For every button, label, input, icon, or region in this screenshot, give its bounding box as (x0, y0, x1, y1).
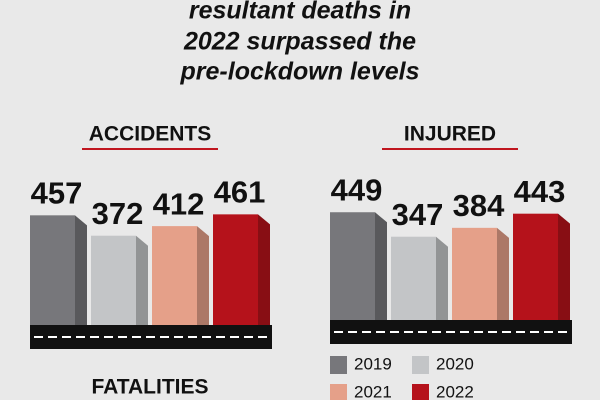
legend-label: 2021 (354, 382, 392, 400)
legend-swatch (330, 356, 347, 374)
bar-side (258, 214, 270, 325)
value-label: 412 (153, 186, 205, 221)
bar (152, 226, 197, 325)
bar (91, 235, 136, 325)
bar-side (497, 227, 509, 320)
legend-swatch (412, 384, 429, 400)
value-label: 449 (331, 172, 383, 207)
bar (513, 213, 558, 320)
value-label: 347 (392, 197, 444, 232)
value-label: 372 (92, 196, 144, 231)
legend-label: 2022 (436, 382, 474, 400)
value-label: 457 (31, 176, 83, 211)
bar-side (75, 215, 87, 325)
headline: 2022 surpassed the (183, 28, 416, 56)
value-label: 443 (514, 174, 566, 209)
headline: resultant deaths in (189, 0, 411, 25)
bar (30, 215, 75, 325)
chart-title: INJURED (404, 123, 496, 146)
bar (391, 236, 436, 320)
value-label: 384 (453, 188, 505, 223)
bar (330, 212, 375, 320)
legend-label: 2020 (436, 354, 474, 373)
bar-side (375, 212, 387, 320)
bar-side (436, 236, 448, 320)
bar-side (558, 213, 570, 320)
value-label: 461 (214, 175, 266, 210)
legend-label: 2019 (354, 354, 392, 373)
section-title: FATALITIES (91, 376, 208, 399)
bar-side (136, 235, 148, 325)
bar (452, 227, 497, 320)
legend-swatch (330, 384, 347, 400)
legend-swatch (412, 356, 429, 374)
bar-side (197, 226, 209, 325)
headline: pre-lockdown levels (180, 58, 420, 86)
bar (213, 214, 258, 325)
chart-title: ACCIDENTS (89, 123, 212, 146)
